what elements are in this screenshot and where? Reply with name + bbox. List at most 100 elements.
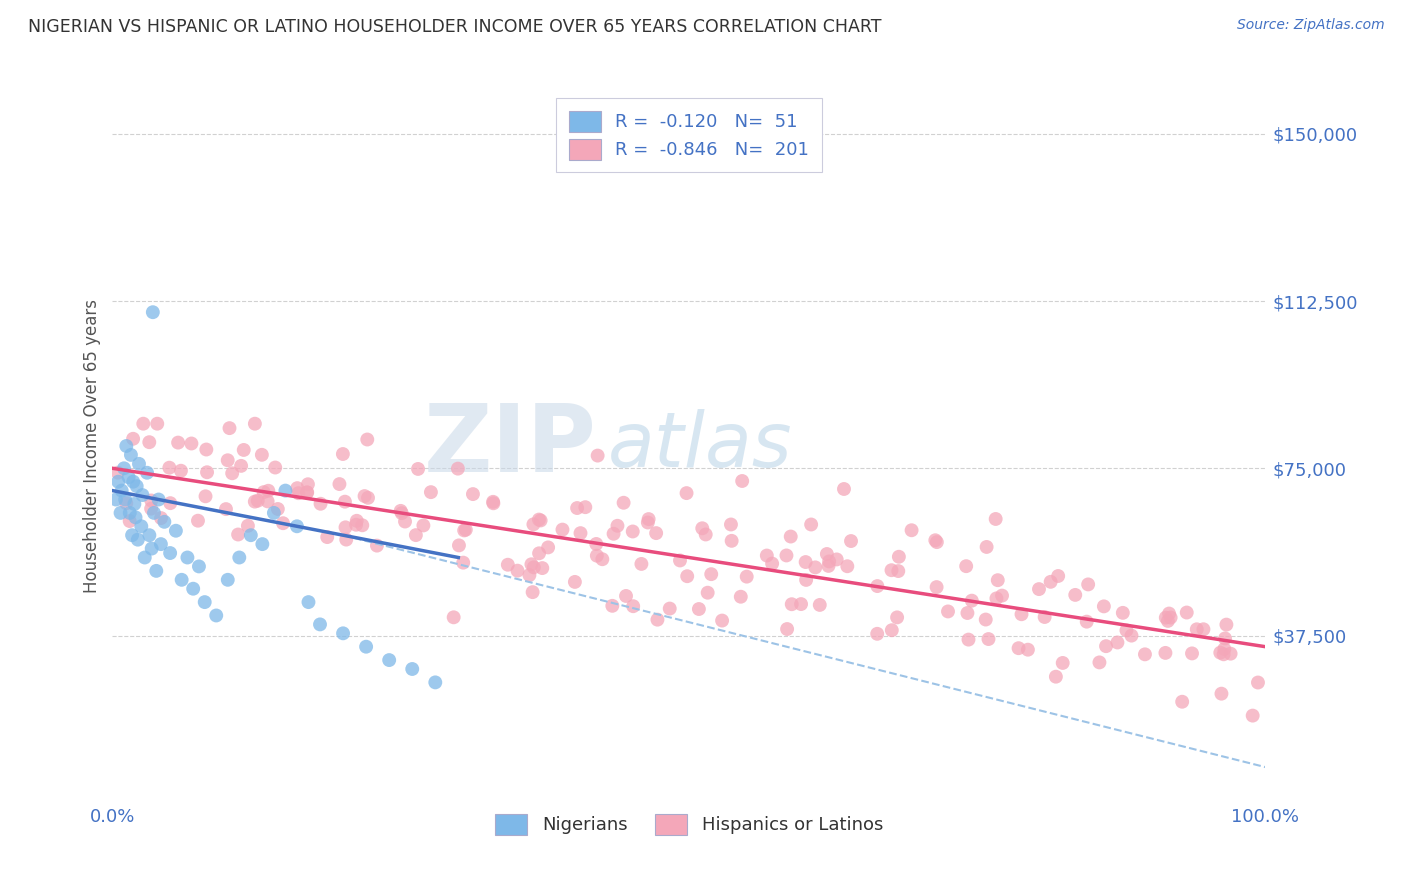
Point — [755, 549, 778, 563]
Point — [256, 494, 278, 508]
Point — [145, 564, 167, 578]
Point — [569, 526, 592, 541]
Point — [188, 559, 211, 574]
Point — [180, 436, 202, 450]
Point — [720, 533, 742, 548]
Point — [675, 486, 697, 500]
Point — [352, 518, 374, 533]
Point — [328, 477, 350, 491]
Point — [129, 519, 153, 533]
Point — [132, 417, 155, 431]
Point — [287, 486, 309, 500]
Point — [779, 529, 801, 543]
Point — [181, 582, 204, 596]
Point — [825, 552, 848, 566]
Point — [454, 523, 477, 537]
Point — [780, 597, 803, 611]
Point — [229, 458, 252, 473]
Point — [1121, 629, 1143, 643]
Point — [153, 515, 176, 529]
Point — [136, 466, 159, 480]
Point — [461, 487, 484, 501]
Point — [1064, 588, 1087, 602]
Point — [149, 537, 172, 551]
Point — [520, 558, 543, 572]
Point — [887, 564, 910, 578]
Text: atlas: atlas — [609, 409, 793, 483]
Point — [574, 500, 596, 515]
Point — [217, 453, 239, 467]
Point — [645, 526, 668, 541]
Point — [676, 569, 699, 583]
Point — [1077, 577, 1099, 591]
Point — [866, 579, 889, 593]
Point — [354, 640, 377, 654]
Point — [139, 501, 162, 516]
Point — [1076, 615, 1098, 629]
Point — [412, 518, 434, 533]
Point — [316, 530, 339, 544]
Point — [107, 475, 129, 489]
Point — [257, 483, 280, 498]
Point — [537, 541, 560, 555]
Point — [447, 538, 470, 552]
Point — [1011, 607, 1033, 622]
Point — [614, 589, 637, 603]
Point — [482, 496, 505, 510]
Point — [960, 593, 983, 607]
Point — [170, 464, 193, 478]
Point — [1028, 582, 1050, 596]
Point — [344, 517, 367, 532]
Point — [986, 591, 1008, 606]
Point — [591, 552, 613, 566]
Point — [669, 553, 692, 567]
Point — [1115, 624, 1137, 638]
Point — [585, 537, 607, 551]
Point — [523, 560, 546, 574]
Point — [1039, 574, 1062, 589]
Point — [451, 556, 474, 570]
Point — [1171, 695, 1194, 709]
Point — [405, 528, 427, 542]
Point — [731, 474, 754, 488]
Point — [817, 558, 839, 573]
Point — [141, 541, 163, 556]
Point — [1181, 647, 1204, 661]
Point — [955, 559, 977, 574]
Point — [1095, 639, 1118, 653]
Point — [295, 485, 318, 500]
Point — [122, 432, 145, 446]
Point — [1241, 708, 1264, 723]
Point — [157, 460, 180, 475]
Point — [226, 527, 249, 541]
Point — [630, 557, 652, 571]
Point — [1047, 569, 1070, 583]
Point — [107, 466, 129, 480]
Point — [309, 617, 332, 632]
Point — [148, 492, 170, 507]
Point — [1052, 656, 1074, 670]
Point — [1209, 646, 1232, 660]
Point — [401, 662, 423, 676]
Point — [271, 516, 294, 531]
Point — [297, 485, 319, 500]
Point — [804, 560, 827, 574]
Point — [1045, 670, 1067, 684]
Point — [602, 599, 624, 613]
Point — [357, 491, 380, 505]
Point — [637, 512, 659, 526]
Point — [333, 494, 356, 508]
Point — [104, 492, 127, 507]
Point — [215, 502, 238, 516]
Point — [253, 485, 276, 500]
Point — [115, 496, 138, 510]
Point — [1219, 647, 1241, 661]
Point — [621, 599, 644, 614]
Point — [1007, 641, 1029, 656]
Point — [122, 475, 145, 489]
Point — [170, 573, 193, 587]
Point — [406, 462, 429, 476]
Point — [120, 448, 142, 462]
Point — [252, 537, 274, 551]
Point — [356, 433, 378, 447]
